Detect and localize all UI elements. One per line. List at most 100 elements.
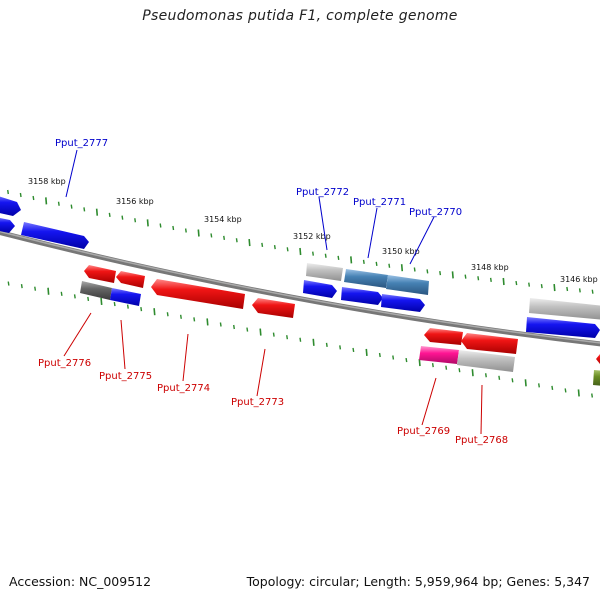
gene-label-pput-2768[interactable]: Pput_2768 <box>455 435 508 446</box>
gene-feature-pput-2770[interactable] <box>386 275 429 295</box>
gene-feature-fwd-edge-2[interactable] <box>0 217 15 233</box>
outer-tick-mark <box>515 280 518 286</box>
gene-feature-pput-2777[interactable] <box>21 222 89 249</box>
inner-tick-mark <box>20 284 23 289</box>
outer-tick-mark <box>362 259 365 264</box>
outer-tick-mark <box>57 201 60 206</box>
outer-tick-mark <box>426 269 429 274</box>
gene-feature-fwd-3[interactable] <box>381 294 425 312</box>
inner-tick-mark <box>312 338 315 346</box>
inner-tick-mark <box>498 375 501 380</box>
gene-feature-fwd-2[interactable] <box>341 287 383 305</box>
inner-tick-mark <box>73 294 76 299</box>
outer-tick-mark <box>553 283 556 292</box>
gene-feature-olive-edge[interactable] <box>593 370 600 386</box>
outer-tick-mark <box>70 204 73 209</box>
gene-feature-pput-2776[interactable] <box>80 281 112 300</box>
inner-tick-mark <box>233 324 235 330</box>
tick-label-3150: 3150 kbp <box>382 247 420 256</box>
tick-label-3158: 3158 kbp <box>28 177 66 186</box>
gene-label-pput-2773[interactable]: Pput_2773 <box>231 397 284 408</box>
gene-feature-rev-edge[interactable] <box>596 352 600 366</box>
outer-tick-mark <box>121 215 124 220</box>
gene-label-pput-2769[interactable]: Pput_2769 <box>397 426 450 437</box>
forward-features <box>0 195 600 338</box>
gene-label-pput-2774[interactable]: Pput_2774 <box>157 383 210 394</box>
outer-tick-mark <box>172 225 175 231</box>
gene-feature-rev-3[interactable] <box>424 328 463 345</box>
gene-feature-pput-2769[interactable] <box>419 346 459 364</box>
outer-tick-mark <box>337 255 340 260</box>
outer-tick-mark <box>324 253 327 258</box>
outer-tick-mark <box>7 189 10 195</box>
inner-tick-mark <box>511 378 514 383</box>
gene-label-pput-2777[interactable]: Pput_2777 <box>55 138 108 149</box>
inner-tick-mark <box>299 337 302 342</box>
gene-feature-fwd-right[interactable] <box>526 317 600 338</box>
label-leaders <box>63 149 483 435</box>
outer-tick-mark <box>591 289 594 294</box>
tick-label-3154: 3154 kbp <box>204 215 242 224</box>
inner-tick-mark <box>445 365 448 370</box>
gene-feature-pput-2771[interactable] <box>344 269 388 288</box>
genome-backbone <box>0 229 600 347</box>
inner-tick-mark <box>246 327 249 332</box>
outer-tick-mark <box>223 235 226 240</box>
tick-labels: 3158 kbp 3156 kbp 3154 kbp 3152 kbp 3150… <box>28 177 598 284</box>
outer-tick-mark <box>108 212 111 218</box>
inner-tick-mark <box>577 389 580 397</box>
outer-tick-mark <box>210 233 213 238</box>
inner-tick-mark <box>339 345 342 350</box>
outer-tick-mark <box>261 242 264 247</box>
gene-labels: Pput_2777 Pput_2772 Pput_2771 Pput_2770 … <box>38 138 508 446</box>
gene-feature-pput-2773[interactable] <box>252 298 295 318</box>
outer-tick-mark <box>566 286 569 292</box>
outer-tick-mark <box>375 261 378 266</box>
inner-tick-mark <box>140 307 143 312</box>
inner-tick-mark <box>206 318 209 326</box>
inner-tick-mark <box>60 291 63 296</box>
gene-label-pput-2772[interactable]: Pput_2772 <box>296 187 349 198</box>
gene-label-pput-2770[interactable]: Pput_2770 <box>409 207 462 218</box>
inner-tick-mark <box>551 385 554 391</box>
gene-feature-pput-2768[interactable] <box>457 350 515 372</box>
gene-feature-fwd-1[interactable] <box>303 280 337 298</box>
gene-label-pput-2776[interactable]: Pput_2776 <box>38 358 91 369</box>
gene-feature-rev-4[interactable] <box>461 333 518 354</box>
tick-label-3148: 3148 kbp <box>471 263 509 272</box>
outer-tick-mark <box>312 251 315 256</box>
genome-summary-text: Topology: circular; Length: 5,959,964 bp… <box>246 574 590 589</box>
gene-feature-rev-2[interactable] <box>116 271 145 288</box>
map-title: Pseudomonas putida F1, complete genome <box>142 8 458 24</box>
inner-tick-mark <box>471 369 474 377</box>
outer-tick-mark <box>32 195 35 201</box>
inner-tick-mark <box>34 286 37 291</box>
outer-tick-mark <box>400 264 404 272</box>
gene-feature-gray-right[interactable] <box>529 298 600 320</box>
gene-feature-pput-2775[interactable] <box>110 288 141 306</box>
outer-tick-mark <box>464 274 467 279</box>
accession-text: Accession: NC_009512 <box>9 574 152 589</box>
outer-tick-mark <box>528 282 531 287</box>
inner-tick-mark <box>286 335 289 340</box>
gene-label-pput-2771[interactable]: Pput_2771 <box>353 197 406 208</box>
gene-label-pput-2775[interactable]: Pput_2775 <box>99 371 152 382</box>
inner-tick-mark <box>418 359 421 367</box>
inner-tick-mark <box>538 383 540 388</box>
inner-tick-mark <box>272 332 275 337</box>
outer-tick-mark <box>540 283 543 289</box>
gene-feature-pput-2774[interactable] <box>151 279 245 309</box>
gene-feature-fwd-edge-1[interactable] <box>0 195 21 216</box>
inner-tick-mark <box>113 301 116 307</box>
outer-tick-mark <box>502 277 505 286</box>
gene-feature-rev-1[interactable] <box>84 265 116 283</box>
outer-tick-mark <box>413 267 416 272</box>
tick-label-3146: 3146 kbp <box>560 275 598 284</box>
inner-tick-mark <box>431 363 434 368</box>
gene-feature-pput-2772[interactable] <box>306 263 343 281</box>
inner-tick-mark <box>392 355 395 360</box>
inner-tick-mark <box>193 317 196 322</box>
outer-tick-mark <box>489 277 492 283</box>
outer-tick-mark <box>248 238 251 247</box>
